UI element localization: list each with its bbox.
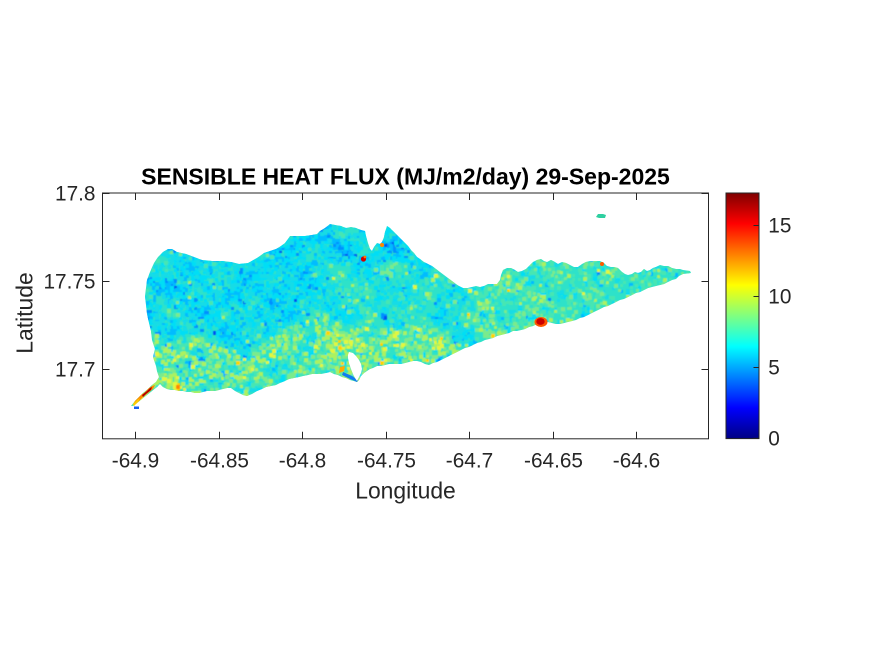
svg-text:5: 5 (768, 357, 780, 380)
svg-text:17.7: 17.7 (55, 359, 95, 382)
svg-text:0: 0 (768, 428, 780, 451)
svg-text:15: 15 (768, 215, 791, 238)
svg-text:Longitude: Longitude (355, 478, 456, 504)
svg-text:Latitude: Latitude (12, 272, 38, 353)
svg-text:10: 10 (768, 286, 791, 309)
svg-text:-64.8: -64.8 (279, 450, 326, 473)
svg-text:-64.85: -64.85 (190, 450, 249, 473)
svg-text:-64.9: -64.9 (112, 450, 159, 473)
svg-text:17.8: 17.8 (55, 183, 95, 206)
svg-text:-64.75: -64.75 (357, 450, 416, 473)
svg-text:-64.6: -64.6 (613, 450, 660, 473)
svg-text:17.75: 17.75 (43, 271, 95, 294)
svg-text:-64.65: -64.65 (524, 450, 583, 473)
svg-text:-64.7: -64.7 (446, 450, 493, 473)
svg-text:SENSIBLE HEAT FLUX (MJ/m2/day): SENSIBLE HEAT FLUX (MJ/m2/day) 29-Sep-20… (141, 164, 670, 190)
